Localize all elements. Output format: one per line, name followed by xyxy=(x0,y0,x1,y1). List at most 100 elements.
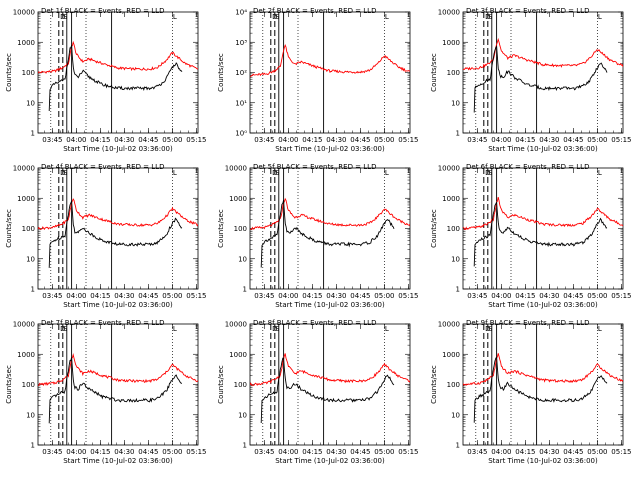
y-tick-label: 10 xyxy=(451,411,460,419)
plot-frame xyxy=(462,11,624,134)
y-tick-label: 10000 xyxy=(225,165,247,173)
lld-series-line xyxy=(38,198,198,230)
y-axis-label: Counts/sec xyxy=(217,209,225,248)
plot-frame xyxy=(37,11,199,134)
y-tick-label: 1 xyxy=(31,130,35,138)
lld-series-line xyxy=(463,196,623,230)
x-tick-label: 03:45 xyxy=(254,448,274,456)
x-tick-label: 04:30 xyxy=(326,448,346,456)
x-tick-label: 04:15 xyxy=(90,292,110,300)
x-tick-label: 04:00 xyxy=(278,136,298,144)
lld-series-line xyxy=(250,197,410,231)
x-tick-label: 04:45 xyxy=(350,448,370,456)
panel-det-5: Det 5f BLACK = Events, RED = LLD Counts/s… xyxy=(217,163,418,309)
panel-det-7: Det 7f BLACK = Events, RED = LLD Counts/s… xyxy=(5,319,206,465)
x-tick-label: 03:45 xyxy=(42,448,62,456)
x-tick-label: 04:30 xyxy=(539,136,559,144)
marker-s-label: S xyxy=(275,169,280,177)
x-tick-label: 04:15 xyxy=(302,292,322,300)
marker-d-label: D xyxy=(60,325,65,333)
panel-title: Det 9f BLACK = Events, RED = LLD xyxy=(466,319,589,327)
marker-l-label: L xyxy=(598,13,602,21)
y-tick-label: 1000 xyxy=(229,351,247,359)
y-tick-label: 1 xyxy=(456,442,460,450)
lld-series-line xyxy=(463,353,623,386)
y-axis-label: Counts/sec xyxy=(430,53,438,92)
x-tick-label: 04:30 xyxy=(114,136,134,144)
x-tick-label: 05:15 xyxy=(398,292,418,300)
events-series-line xyxy=(48,44,183,112)
x-tick-label: 04:15 xyxy=(515,448,535,456)
x-tick-label: 04:00 xyxy=(66,136,86,144)
plot-frame xyxy=(249,167,411,290)
y-tick-label: 10² xyxy=(235,69,247,77)
y-tick-label: 1000 xyxy=(17,195,35,203)
y-tick-label: 1000 xyxy=(229,195,247,203)
x-tick-label: 05:00 xyxy=(587,292,607,300)
x-tick-label: 05:15 xyxy=(611,292,631,300)
y-tick-label: 100 xyxy=(447,381,460,389)
plot-frame xyxy=(249,323,411,446)
panel-title: Det 2f BLACK = Events, RED = LLD xyxy=(253,7,376,15)
x-tick-label: 05:00 xyxy=(162,448,182,456)
panel-det-1: Det 1f BLACK = Events, RED = LLD Counts/s… xyxy=(5,7,206,153)
panel-det-3: Det 3f BLACK = Events, RED = LLD Counts/s… xyxy=(430,7,631,153)
marker-d-label: D xyxy=(272,325,277,333)
x-tick-label: 05:15 xyxy=(398,136,418,144)
marker-l-label: L xyxy=(598,325,602,333)
x-tick-label: 04:30 xyxy=(114,292,134,300)
y-tick-label: 10⁴ xyxy=(235,9,247,17)
x-tick-label: 04:45 xyxy=(350,136,370,144)
panel-det-8: Det 8f BLACK = Events, RED = LLD Counts/s… xyxy=(217,319,418,465)
lld-series-line xyxy=(463,37,623,71)
lld-series-line xyxy=(38,40,198,74)
y-tick-label: 1 xyxy=(31,442,35,450)
x-tick-label: 04:00 xyxy=(66,448,86,456)
panel-title: Det 5f BLACK = Events, RED = LLD xyxy=(253,163,376,171)
x-tick-label: 04:30 xyxy=(326,292,346,300)
panel-title: Det 6f BLACK = Events, RED = LLD xyxy=(466,163,589,171)
marker-s-label: S xyxy=(488,13,493,21)
panel-det-2: Det 2f BLACK = Events, RED = LLD Counts/s… xyxy=(217,7,418,153)
x-tick-label: 04:30 xyxy=(539,448,559,456)
x-axis-label: Start Time (10-Jul-02 03:36:00) xyxy=(275,457,385,465)
x-tick-label: 03:45 xyxy=(467,292,487,300)
x-axis-label: Start Time (10-Jul-02 03:36:00) xyxy=(488,145,598,153)
marker-l-label: L xyxy=(173,325,177,333)
y-tick-label: 100 xyxy=(234,225,247,233)
events-series-line xyxy=(473,356,608,423)
x-tick-label: 04:15 xyxy=(90,448,110,456)
x-tick-label: 03:45 xyxy=(42,292,62,300)
panel-det-9: Det 9f BLACK = Events, RED = LLD Counts/s… xyxy=(430,319,631,465)
y-axis-label: Counts/sec xyxy=(5,209,13,248)
panel-title: Det 8f BLACK = Events, RED = LLD xyxy=(253,319,376,327)
x-tick-label: 04:45 xyxy=(563,448,583,456)
marker-l-label: L xyxy=(598,169,602,177)
y-tick-label: 1 xyxy=(243,286,247,294)
x-tick-label: 05:15 xyxy=(186,292,206,300)
events-series-line xyxy=(260,357,395,424)
y-tick-label: 10 xyxy=(26,255,35,263)
plot-frame xyxy=(462,167,624,290)
x-tick-label: 04:00 xyxy=(491,448,511,456)
x-axis-label: Start Time (10-Jul-02 03:36:00) xyxy=(275,301,385,309)
x-tick-label: 03:45 xyxy=(42,136,62,144)
x-tick-label: 05:15 xyxy=(398,448,418,456)
marker-d-label: D xyxy=(60,13,65,21)
x-axis-label: Start Time (10-Jul-02 03:36:00) xyxy=(488,457,598,465)
y-axis-label: Counts/sec xyxy=(217,53,225,92)
marker-d-label: D xyxy=(485,13,490,21)
y-tick-label: 100 xyxy=(22,225,35,233)
y-tick-label: 10³ xyxy=(235,39,247,47)
plot-frame xyxy=(37,323,199,446)
panel-det-6: Det 6f BLACK = Events, RED = LLD Counts/s… xyxy=(430,163,631,309)
y-tick-label: 100 xyxy=(447,225,460,233)
x-tick-label: 04:00 xyxy=(491,292,511,300)
x-tick-label: 04:45 xyxy=(350,292,370,300)
x-tick-label: 05:15 xyxy=(611,448,631,456)
marker-s-label: S xyxy=(63,169,68,177)
panel-title: Det 1f BLACK = Events, RED = LLD xyxy=(41,7,164,15)
y-axis-label: Counts/sec xyxy=(5,53,13,92)
marker-s-label: S xyxy=(488,325,493,333)
